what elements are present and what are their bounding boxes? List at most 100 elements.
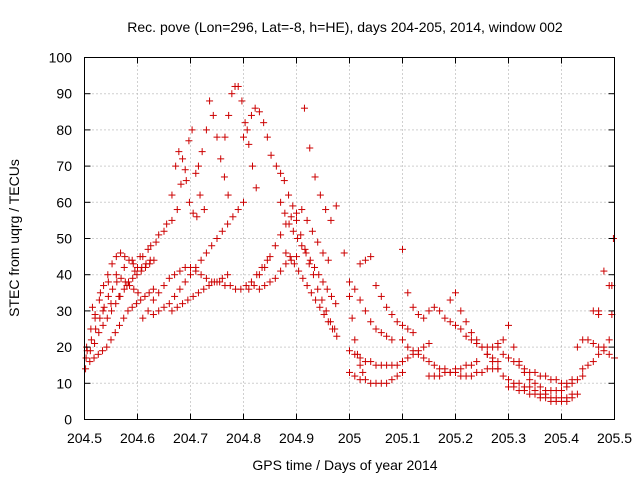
data-point [600,267,608,275]
data-point [104,292,112,300]
data-point [194,289,202,297]
data-point [436,307,444,315]
data-point [234,206,242,214]
data-point [228,90,236,98]
data-point [194,162,202,170]
data-point [356,260,364,268]
data-point [200,206,208,214]
data-point [144,245,152,253]
data-point [388,311,396,319]
data-point [149,296,157,304]
data-point [112,253,120,261]
data-point [462,318,470,326]
x-tick-label: 204.8 [226,430,261,446]
data-point [189,209,197,217]
data-point [294,235,302,242]
data-point [112,271,120,279]
data-point [324,318,332,326]
data-point [224,220,232,228]
data-point [327,292,335,300]
data-point [462,332,470,340]
data-point [243,126,251,134]
data-point [316,191,324,199]
data-point [285,191,293,199]
y-tick-label: 90 [56,86,72,102]
data-point [128,303,136,311]
data-point [147,242,155,250]
data-point [595,311,603,319]
data-point [100,303,108,311]
data-point [332,300,340,308]
data-point [499,372,507,380]
y-tick-label: 50 [56,231,72,247]
data-point [144,307,152,315]
data-point [103,314,111,322]
grid-lines [84,57,615,420]
data-point [388,336,396,344]
data-point [177,180,185,188]
data-point [293,253,300,261]
data-point [377,329,385,337]
data-point [377,292,385,300]
data-point [99,307,107,315]
data-point [124,307,132,315]
data-point [295,267,303,275]
data-point [205,282,213,290]
data-point [589,358,597,366]
data-point [176,285,184,293]
data-point [137,296,145,304]
data-point [589,339,597,347]
data-point [399,368,406,376]
data-point [393,318,401,326]
data-point [573,390,581,398]
data-point [277,231,285,239]
data-point [404,289,412,297]
data-point [229,213,237,221]
data-point [160,303,168,311]
data-point [247,278,255,286]
data-point [320,311,328,319]
data-point [383,379,391,387]
data-point [91,339,99,347]
data-point [200,285,208,293]
data-point [305,260,313,268]
data-point [404,343,412,351]
data-point [115,321,123,329]
data-point [319,249,327,257]
chart-title: Rec. pove (Lon=296, Lat=-8, h=HE), days … [127,19,563,35]
data-point [197,271,205,279]
data-point [483,350,491,358]
data-point [108,260,116,268]
data-point [149,311,157,319]
data-point [297,231,305,239]
data-point [202,126,210,134]
data-point [95,296,103,304]
data-point [399,245,406,253]
data-point [272,162,280,170]
data-point [282,220,290,228]
data-point [266,253,274,261]
data-point [255,285,263,293]
data-point [111,329,119,337]
data-point [142,260,150,268]
data-point [87,336,95,344]
data-point [457,365,465,373]
data-point [163,220,171,228]
data-point [302,249,310,257]
data-point [316,303,324,311]
data-point [168,216,176,224]
data-point [425,339,433,347]
data-point [138,263,146,271]
data-point [430,303,438,311]
data-point [224,191,232,199]
data-point [241,119,249,127]
y-axis-label: STEC from uqrg / TECUs [6,159,22,317]
data-point [218,274,226,282]
data-point [139,253,147,261]
data-point [289,202,297,210]
y-tick-label: 70 [56,158,72,174]
data-point [404,354,412,362]
data-point [271,242,279,250]
data-point [221,133,229,141]
data-point [298,206,306,214]
